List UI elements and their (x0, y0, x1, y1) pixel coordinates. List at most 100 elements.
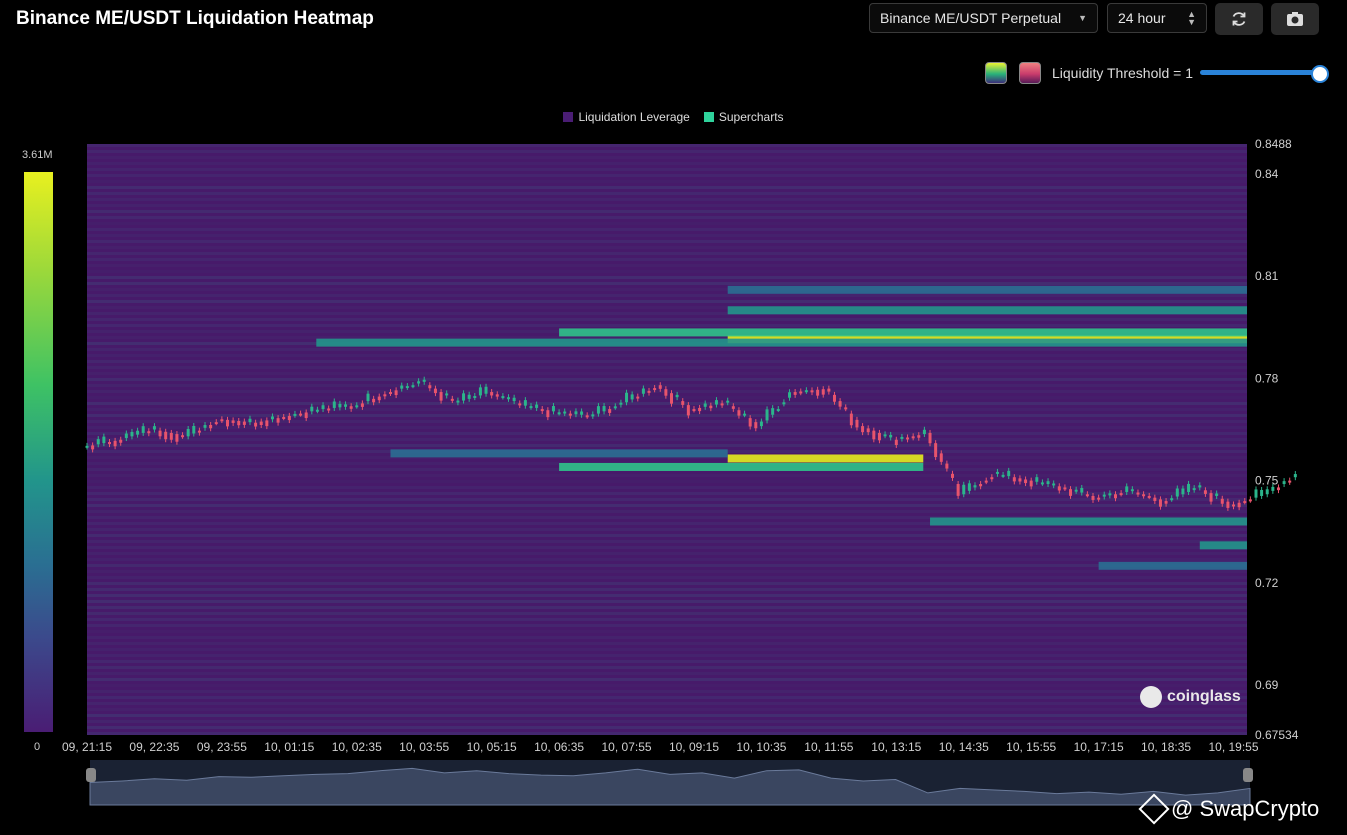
candle-body (782, 402, 786, 405)
legend-swatch (703, 112, 714, 122)
y-tick-label: 0.78 (1255, 371, 1279, 385)
candle-body (939, 453, 943, 462)
candle-body (1265, 489, 1269, 495)
scroller-left-handle[interactable] (86, 768, 96, 782)
candle-body (771, 408, 775, 415)
candle-body (158, 430, 162, 437)
heatmap-row (87, 420, 1247, 423)
candle-body (692, 409, 696, 412)
threshold-slider[interactable] (1200, 70, 1320, 75)
candle-body (1029, 480, 1033, 487)
candle-body (804, 390, 808, 393)
candle-body (602, 406, 606, 412)
scroller-right-handle[interactable] (1243, 768, 1253, 782)
candle-body (360, 403, 364, 407)
candle-body (810, 390, 814, 393)
candle-body (1052, 483, 1056, 486)
heatmap-row (87, 492, 1247, 495)
candle-body (1024, 479, 1028, 484)
heatmap-row (87, 324, 1247, 327)
chevron-down-icon: ▼ (1078, 13, 1087, 23)
candle-body (945, 463, 949, 469)
candle-body (596, 406, 600, 414)
range-select-value: 24 hour (1118, 10, 1166, 26)
heatmap-row (87, 282, 1247, 285)
color-scheme-green-button[interactable] (985, 62, 1007, 84)
candle-body (1097, 497, 1101, 500)
candle-body (1136, 492, 1140, 495)
candle-body (107, 442, 111, 445)
footer-handle: @ SwapCrypto (1171, 796, 1320, 821)
heatmap-row (87, 714, 1247, 717)
candle-body (484, 386, 488, 394)
candle-body (1035, 477, 1039, 482)
heatmap-row (87, 696, 1247, 699)
candle-body (922, 429, 926, 435)
candle-body (507, 397, 511, 400)
candle-body (973, 485, 977, 488)
pair-select[interactable]: Binance ME/USDT Perpetual ▼ (869, 3, 1098, 33)
candle-body (237, 420, 241, 426)
candle-body (872, 430, 876, 440)
refresh-button[interactable] (1215, 3, 1263, 35)
liquidation-band (1199, 541, 1247, 550)
candle-body (1237, 502, 1241, 508)
candle-body (1215, 493, 1219, 496)
legend-item-liquidation-leverage[interactable]: Liquidation Leverage (563, 110, 690, 124)
heatmap-row (87, 510, 1247, 513)
candle-body (563, 411, 567, 414)
candle-body (405, 386, 409, 389)
candle-body (625, 392, 629, 403)
candle-body (883, 434, 887, 437)
candle-body (906, 437, 910, 440)
x-tick-label: 10, 17:15 (1074, 740, 1124, 754)
heatmap-row (87, 150, 1247, 153)
candle-body (136, 430, 140, 435)
candle-body (265, 420, 269, 427)
heatmap-row (87, 318, 1247, 321)
candle-body (1192, 488, 1196, 491)
candle-body (1018, 478, 1022, 482)
candle-body (1108, 493, 1112, 496)
candle-body (849, 413, 853, 426)
candle-body (124, 433, 128, 439)
heatmap-row (87, 360, 1247, 363)
candle-body (259, 421, 263, 426)
candle-body (619, 402, 623, 405)
candle-body (535, 404, 539, 408)
heatmap-row (87, 486, 1247, 489)
heatmap-row (87, 300, 1247, 303)
heatmap-row (87, 534, 1247, 537)
candle-body (248, 418, 252, 423)
coinglass-logo-icon (1140, 686, 1162, 708)
legend-swatch (563, 112, 574, 122)
candle-body (529, 406, 533, 409)
candle-body (1102, 494, 1106, 497)
candle-body (658, 385, 662, 389)
heatmap-row (87, 222, 1247, 225)
candle-body (877, 432, 881, 441)
candle-body (608, 409, 612, 413)
candle-body (1069, 489, 1073, 496)
candle-body (186, 428, 190, 437)
candle-body (990, 477, 994, 480)
heatmap-row (87, 606, 1247, 609)
candle-body (462, 393, 466, 401)
legend-item-supercharts[interactable]: Supercharts (703, 110, 784, 124)
candle-body (287, 415, 291, 421)
candle-body (956, 484, 960, 496)
candle-body (130, 431, 134, 437)
heatmap-row (87, 540, 1247, 543)
candle-body (169, 432, 173, 440)
x-tick-label: 10, 11:55 (804, 740, 853, 754)
color-scheme-red-button[interactable] (1019, 62, 1041, 84)
candle-body (585, 415, 589, 418)
threshold-slider-handle[interactable] (1311, 65, 1329, 83)
candle-body (1248, 499, 1252, 502)
candle-body (1243, 501, 1247, 504)
screenshot-button[interactable] (1271, 3, 1319, 35)
range-select[interactable]: 24 hour ▲ ▼ (1107, 3, 1207, 33)
candle-body (518, 403, 522, 406)
candle-body (776, 409, 780, 412)
heatmap-row (87, 582, 1247, 585)
